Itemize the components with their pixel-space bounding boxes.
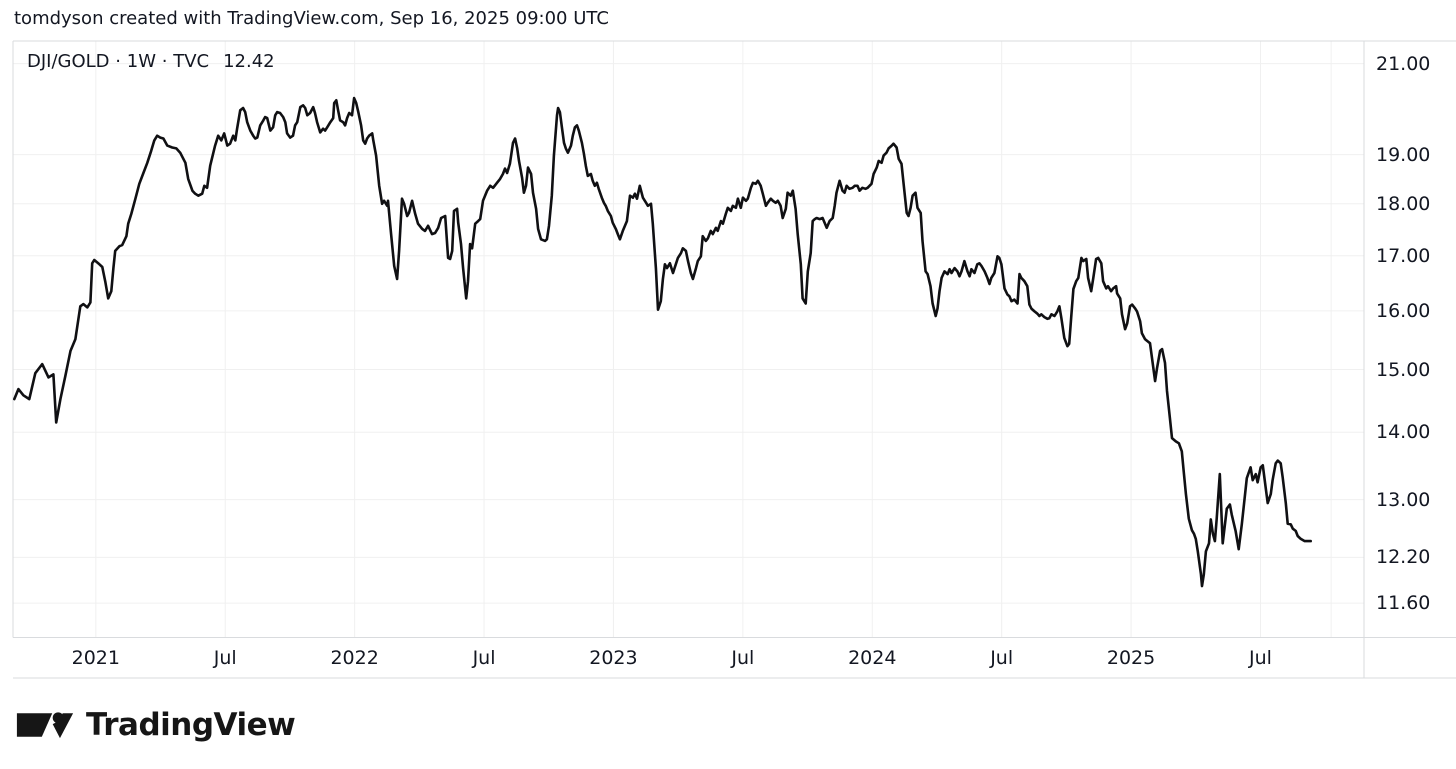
legend-symbol: DJI/GOLD <box>27 51 110 72</box>
price-axis-label: 16.00 <box>1376 299 1431 322</box>
legend-separator: · <box>115 51 122 72</box>
price-axis-label: 12.20 <box>1376 546 1431 569</box>
price-axis-label: 19.00 <box>1376 143 1431 166</box>
legend-exchange: TVC <box>173 51 210 72</box>
price-axis-label: 13.00 <box>1376 488 1431 511</box>
time-axis-label: 2024 <box>848 647 897 669</box>
tradingview-logo-icon <box>16 712 74 739</box>
time-axis-label: Jul <box>990 647 1014 669</box>
price-line <box>13 96 1312 588</box>
legend-separator: · <box>161 51 168 72</box>
time-axis-label: Jul <box>731 647 755 669</box>
price-axis-label: 11.60 <box>1376 592 1431 615</box>
time-axis-label: 2021 <box>71 647 120 669</box>
time-axis-label: 2022 <box>330 647 379 669</box>
attribution-text: tomdyson created with TradingView.com, S… <box>14 8 609 29</box>
tradingview-logo: TradingView <box>16 705 296 745</box>
time-axis-label: 2023 <box>589 647 638 669</box>
price-axis-label: 14.00 <box>1376 421 1431 444</box>
time-axis-label: Jul <box>472 647 496 669</box>
chart-legend: DJI/GOLD · 1W · TVC 12.42 <box>27 51 275 73</box>
price-axis-label: 15.00 <box>1376 358 1431 381</box>
price-axis-label: 21.00 <box>1376 52 1431 75</box>
legend-interval: 1W <box>126 51 156 72</box>
price-axis-label: 17.00 <box>1376 244 1431 267</box>
legend-last-value: 12.42 <box>223 51 275 72</box>
time-axis-label: Jul <box>213 647 237 669</box>
time-axis-label: Jul <box>1249 647 1272 669</box>
price-axis-label: 18.00 <box>1376 192 1431 215</box>
tradingview-wordmark: TradingView <box>86 707 296 743</box>
time-axis-label: 2025 <box>1106 647 1156 669</box>
